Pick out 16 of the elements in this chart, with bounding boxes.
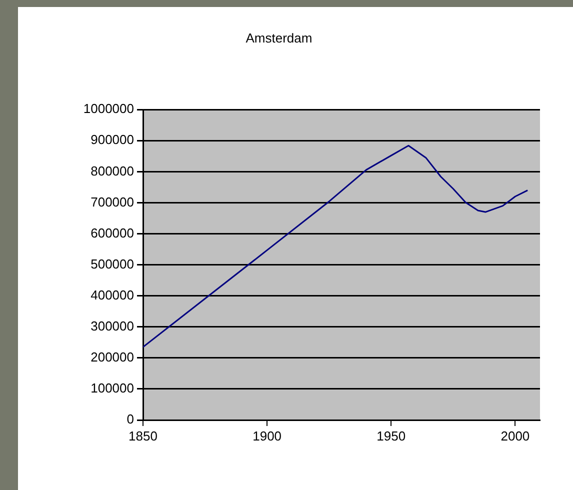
- x-tick-label: 1850: [128, 428, 158, 444]
- y-tick-label: 900000: [90, 132, 134, 148]
- y-tick-label: 500000: [90, 256, 134, 272]
- y-tick-label: 300000: [90, 318, 134, 334]
- y-tick-label: 800000: [90, 163, 134, 178]
- y-tick-label: 0: [126, 412, 134, 427]
- y-tick-label: 700000: [90, 194, 134, 210]
- y-tick-label: 100000: [90, 380, 134, 396]
- chart-title: Amsterdam: [246, 30, 312, 46]
- y-tick-label: 600000: [90, 225, 134, 240]
- y-tick-label: 1000000: [83, 101, 134, 116]
- x-tick-label: 1950: [376, 428, 406, 444]
- y-tick-label: 400000: [90, 287, 134, 302]
- x-tick-label: 2000: [500, 428, 530, 444]
- y-tick-label: 200000: [90, 350, 134, 364]
- x-tick-label: 1900: [252, 428, 282, 444]
